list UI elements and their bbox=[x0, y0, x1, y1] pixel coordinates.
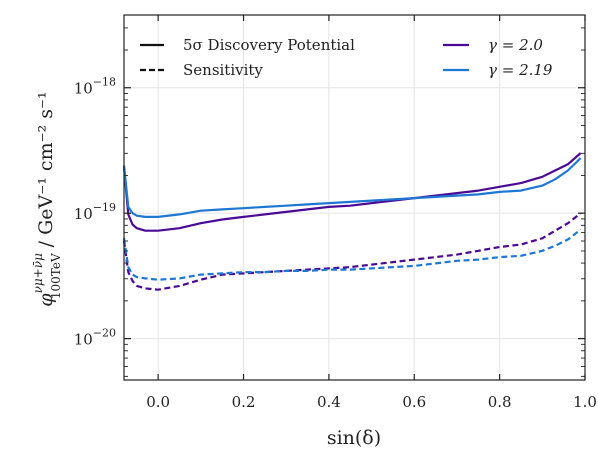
x-tick-label: 0.2 bbox=[232, 393, 256, 411]
legend: 5σ Discovery Potential Sensitivity γ = 2… bbox=[140, 36, 553, 79]
series-discovery-gamma-2-0 bbox=[122, 152, 582, 232]
y-axis-units: / GeV⁻¹ cm⁻² s⁻¹ bbox=[35, 91, 57, 253]
legend-entry-sensitivity: Sensitivity bbox=[140, 61, 263, 79]
x-tick-label: 0.6 bbox=[402, 393, 426, 411]
y-tick-exponent: −18 bbox=[93, 76, 116, 89]
legend-entry-gamma-2-19: γ = 2.19 bbox=[443, 61, 553, 79]
x-tick-label: 1.0 bbox=[573, 393, 597, 411]
y-tick-label: 10−19 bbox=[74, 201, 116, 223]
y-axis-subscript: 100TeV bbox=[49, 253, 63, 299]
x-axis-title: sin(δ) bbox=[327, 427, 381, 449]
x-tick-label: 0.8 bbox=[488, 393, 512, 411]
y-tick-exponent: −20 bbox=[93, 327, 116, 340]
legend-label-discovery: 5σ Discovery Potential bbox=[183, 36, 355, 54]
y-tick-label: 10−20 bbox=[74, 327, 116, 349]
y-axis-superscript: νμ+ν̄μ bbox=[31, 253, 45, 293]
plot-frame bbox=[123, 14, 586, 381]
legend-label-gamma-2-0: γ = 2.0 bbox=[488, 36, 543, 54]
y-axis-title: φνμ+ν̄μ 100TeV / GeV⁻¹ cm⁻² s⁻¹ bbox=[31, 91, 63, 306]
legend-label-sensitivity: Sensitivity bbox=[183, 61, 263, 79]
legend-label-gamma-2-19: γ = 2.19 bbox=[488, 61, 553, 79]
series-sensitivity-gamma-2-0 bbox=[122, 212, 582, 291]
x-tick-label: 0.4 bbox=[317, 393, 341, 411]
x-tick-label: 0.0 bbox=[146, 393, 170, 411]
y-tick-base: 10 bbox=[74, 205, 93, 223]
y-axis-symbol: φ bbox=[35, 293, 57, 307]
legend-entry-gamma-2-0: γ = 2.0 bbox=[443, 36, 543, 54]
series-layer bbox=[122, 152, 582, 291]
series-discovery-gamma-2-19 bbox=[122, 157, 582, 218]
series-sensitivity-gamma-2-19 bbox=[122, 228, 582, 281]
y-tick-base: 10 bbox=[74, 80, 93, 98]
y-tick-label: 10−18 bbox=[74, 76, 116, 98]
legend-entry-discovery: 5σ Discovery Potential bbox=[140, 36, 355, 54]
y-tick-exponent: −19 bbox=[93, 201, 116, 214]
y-tick-base: 10 bbox=[74, 331, 93, 349]
